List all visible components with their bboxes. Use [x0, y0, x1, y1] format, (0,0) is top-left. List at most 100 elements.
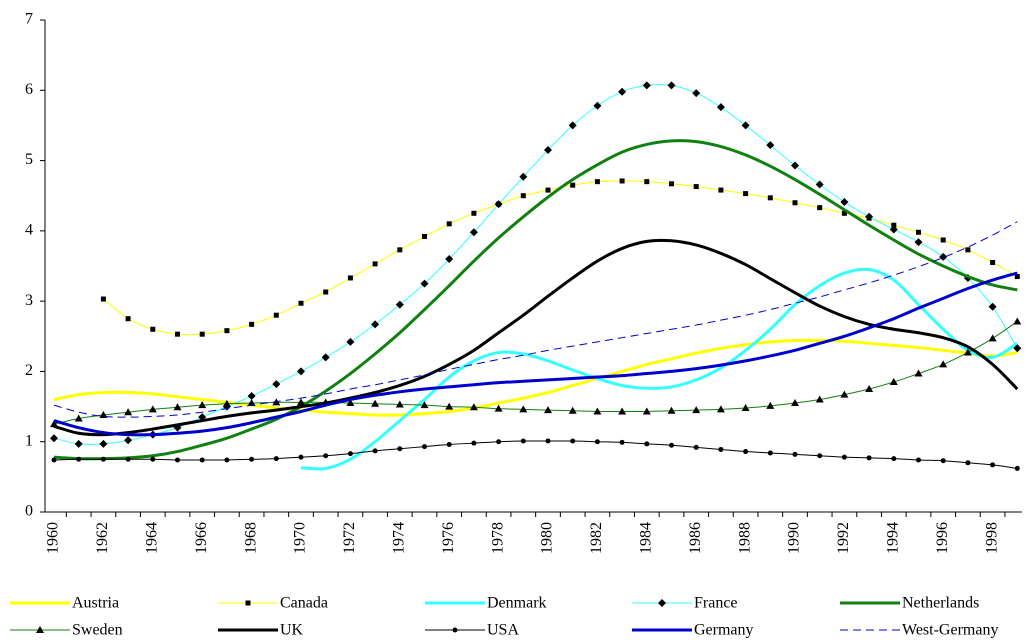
marker — [469, 228, 478, 237]
marker — [51, 457, 57, 463]
marker — [74, 414, 83, 422]
series — [100, 178, 1020, 337]
legend-item: France — [632, 595, 738, 612]
series — [53, 139, 1018, 461]
marker — [940, 237, 946, 243]
marker — [347, 451, 353, 457]
marker — [446, 442, 452, 448]
legend-item: USA — [425, 622, 519, 639]
y-tick-label: 7 — [25, 11, 33, 28]
y-tick-label: 3 — [25, 292, 33, 309]
x-tick-label: 1974 — [390, 522, 407, 554]
legend-label: Denmark — [487, 595, 547, 612]
marker — [866, 455, 872, 461]
marker — [99, 439, 108, 448]
marker — [199, 457, 205, 463]
y-tick-label: 0 — [25, 503, 33, 520]
marker — [298, 454, 304, 460]
marker — [371, 320, 380, 329]
marker — [741, 121, 750, 130]
marker — [519, 405, 528, 413]
marker — [718, 187, 724, 193]
x-tick-label: 1964 — [143, 522, 160, 554]
legend-item: Austria — [10, 595, 119, 612]
marker — [594, 179, 600, 185]
marker — [568, 406, 577, 414]
marker — [891, 456, 897, 462]
marker — [297, 398, 305, 406]
marker — [323, 289, 329, 295]
marker — [990, 462, 996, 468]
legend-item: UK — [218, 622, 304, 639]
marker — [1013, 317, 1022, 325]
marker — [939, 360, 948, 368]
marker — [692, 89, 701, 98]
marker — [889, 377, 898, 385]
marker — [619, 439, 625, 445]
marker — [545, 187, 551, 193]
marker — [520, 438, 526, 444]
marker — [471, 440, 477, 446]
marker — [346, 337, 355, 346]
x-tick-label: 1982 — [588, 522, 605, 554]
series — [53, 238, 1019, 437]
marker — [494, 200, 503, 209]
marker — [173, 403, 182, 411]
marker — [74, 439, 83, 448]
marker — [889, 225, 898, 234]
line — [53, 271, 1018, 437]
x-tick-label: 1972 — [341, 522, 358, 554]
legend-item: Canada — [218, 595, 328, 612]
x-tick-label: 1998 — [983, 522, 1000, 554]
marker — [445, 254, 454, 263]
marker — [619, 178, 625, 184]
x-tick-label: 1996 — [934, 522, 951, 554]
marker — [792, 200, 798, 206]
marker — [395, 300, 404, 309]
legend-label: West-Germany — [902, 622, 998, 639]
marker — [50, 434, 58, 443]
marker — [965, 247, 971, 253]
marker — [817, 205, 823, 211]
marker — [741, 403, 750, 411]
marker — [570, 438, 576, 444]
legend-label: UK — [280, 622, 304, 639]
x-tick-label: 1970 — [292, 522, 309, 554]
marker — [891, 222, 897, 228]
x-tick-label: 1994 — [884, 522, 901, 554]
marker — [148, 405, 157, 413]
marker — [766, 141, 775, 150]
y-tick-label: 1 — [25, 432, 33, 449]
marker — [249, 321, 255, 327]
marker — [124, 436, 133, 445]
marker — [545, 438, 551, 444]
marker — [446, 221, 452, 227]
marker — [544, 406, 552, 414]
x-tick-label: 1962 — [94, 522, 111, 554]
marker — [644, 179, 650, 185]
marker — [298, 300, 304, 306]
marker — [743, 449, 749, 455]
marker — [618, 87, 627, 96]
marker — [371, 399, 380, 407]
legend-label: Canada — [280, 595, 328, 612]
series — [50, 81, 1022, 448]
legend-marker — [36, 626, 44, 633]
marker — [840, 198, 849, 207]
marker — [570, 182, 576, 188]
marker — [667, 81, 676, 90]
x-tick-label: 1980 — [539, 522, 556, 554]
marker — [397, 247, 403, 253]
marker — [422, 444, 427, 450]
marker — [224, 457, 230, 463]
marker — [916, 229, 921, 235]
marker — [273, 456, 279, 462]
marker — [988, 334, 997, 342]
marker — [939, 252, 948, 261]
x-tick-label: 1986 — [687, 522, 704, 554]
y-tick-label: 4 — [25, 222, 33, 239]
marker — [372, 448, 378, 454]
marker — [693, 444, 699, 450]
legend-label: Austria — [72, 595, 119, 612]
